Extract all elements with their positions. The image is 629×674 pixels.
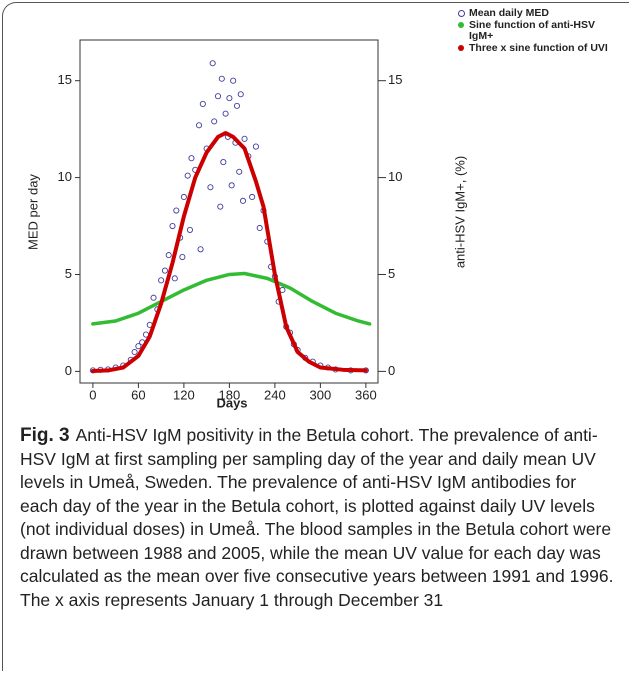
- legend-swatch: [458, 45, 464, 51]
- x-tick-label: 180: [219, 387, 241, 402]
- scatter-point: [199, 100, 206, 107]
- x-tick-label: 300: [310, 387, 332, 402]
- scatter-point: [197, 246, 204, 253]
- scatter-point: [169, 222, 176, 230]
- scatter-point: [180, 193, 187, 201]
- legend-entry: Three x sine function of UVI: [457, 43, 617, 54]
- legend-label: Sine function of anti-HSV IgM+: [469, 19, 595, 42]
- line-series: [90, 131, 368, 373]
- legend-swatch: [458, 10, 465, 17]
- scatter-point: [165, 252, 172, 259]
- scatter-point: [233, 102, 241, 109]
- scatter-point: [217, 203, 224, 210]
- y-axis-label: MED per day: [25, 174, 40, 250]
- line-series: [91, 271, 372, 326]
- legend-swatch: [458, 22, 464, 28]
- legend-label: Mean daily MED: [469, 7, 549, 19]
- scatter-point: [188, 155, 195, 162]
- caption: Fig. 3 Anti-HSV IgM positivity in the Bet…: [20, 424, 616, 612]
- legend: Mean daily MED Sine function of anti-HSV …: [457, 8, 617, 55]
- scatter-point: [236, 168, 243, 175]
- y-tick-label: 0: [65, 363, 72, 378]
- y2-tick-label: 15: [388, 72, 402, 87]
- y-tick-label: 10: [58, 169, 72, 184]
- scatter-point: [184, 172, 191, 179]
- y-tick-label: 15: [58, 72, 72, 87]
- x-tick-label: 60: [131, 387, 145, 402]
- scatter-point: [222, 110, 229, 117]
- scatter-point: [256, 224, 263, 232]
- scatter-point: [161, 267, 168, 274]
- y2-tick-label: 0: [388, 363, 395, 378]
- y2-tick-label: 5: [388, 266, 395, 281]
- x-tick-label: 360: [355, 387, 377, 402]
- legend-entry: Mean daily MED: [457, 8, 617, 19]
- scatter-point: [211, 118, 218, 125]
- x-tick-label: 120: [173, 387, 195, 402]
- scatter-point: [230, 77, 237, 84]
- scatter-point: [186, 226, 193, 233]
- scatter-point: [135, 343, 142, 350]
- y2-axis-label: anti-HSV IgM+, (%): [452, 156, 467, 268]
- plot-frame: [79, 39, 379, 384]
- scatter-point: [207, 184, 214, 191]
- x-tick-label: 240: [264, 387, 286, 402]
- scatter-point: [158, 277, 165, 284]
- scatter-point: [249, 193, 256, 201]
- scatter-point: [214, 93, 222, 100]
- caption-text: Anti-HSV IgM positivity in the Betula co…: [20, 425, 614, 610]
- scatter-point: [150, 294, 157, 301]
- scatter-point: [220, 159, 227, 166]
- y2-tick-label: 10: [388, 169, 402, 184]
- scatter-point: [239, 197, 247, 204]
- caption-label: Fig. 3: [20, 425, 70, 446]
- y-tick-label: 5: [65, 266, 72, 281]
- scatter-point: [131, 348, 138, 356]
- scatter-point: [195, 122, 203, 129]
- x-axis-label: Days: [216, 395, 247, 410]
- legend-label: Three x sine function of UVI: [469, 42, 608, 54]
- scatter-point: [241, 135, 248, 142]
- scatter-point: [209, 60, 216, 67]
- scatter-point: [173, 207, 180, 214]
- legend-entry: Sine function of anti-HSV IgM+: [457, 20, 617, 42]
- x-tick-label: 0: [89, 387, 96, 402]
- chart: Days MED per day anti-HSV IgM+, (%) 0 60 1…: [25, 39, 467, 410]
- scatter-point: [237, 91, 244, 98]
- scatter-point: [228, 182, 235, 189]
- scatter-point: [252, 143, 259, 150]
- scatter-point: [171, 275, 178, 282]
- scatter-point: [179, 253, 186, 261]
- scatter-point: [226, 95, 233, 102]
- scatter-point: [218, 75, 225, 82]
